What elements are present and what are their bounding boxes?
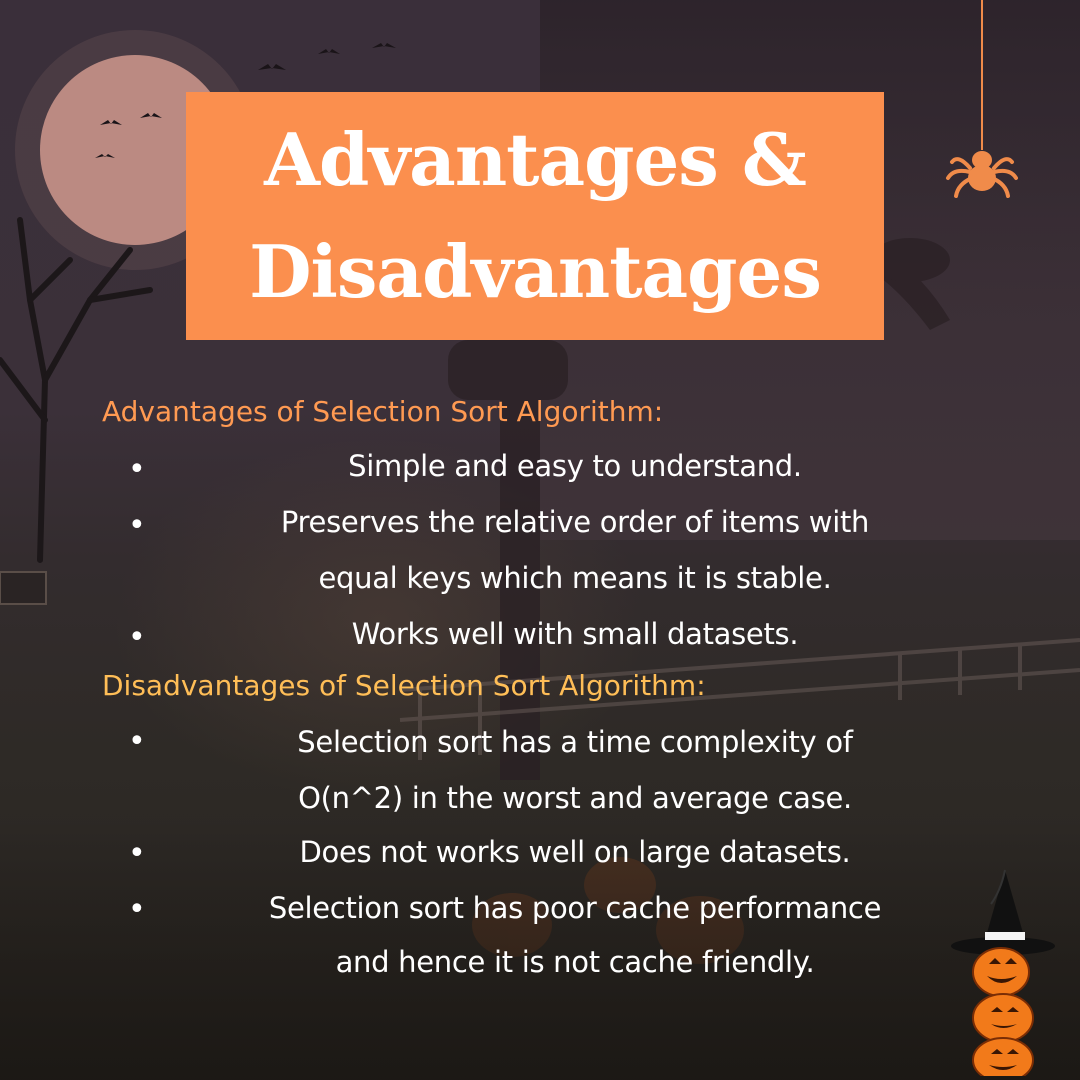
bullet-icon: • bbox=[128, 892, 146, 927]
disadvantage-item-1-line-2: O(n^2) in the worst and average case. bbox=[298, 781, 852, 815]
bullet-icon: • bbox=[128, 620, 146, 655]
title-line-2: Disadvantages bbox=[249, 229, 822, 314]
birds-icon bbox=[95, 43, 396, 158]
disadvantage-item-3-line-1: Selection sort has poor cache performanc… bbox=[268, 891, 882, 925]
sign-icon bbox=[0, 571, 47, 605]
fence-icon bbox=[399, 638, 1080, 760]
title-line-1: Advantages & bbox=[264, 117, 807, 202]
advantage-item-2-line-1: Preserves the relative order of items wi… bbox=[280, 505, 870, 539]
advantage-item-1: Simple and easy to understand. bbox=[348, 449, 802, 483]
ground-shade bbox=[0, 820, 1080, 1080]
disadvantage-item-1-line-1: Selection sort has a time complexity of bbox=[297, 725, 853, 759]
bullet-icon: • bbox=[128, 724, 146, 759]
title-box: Advantages & Disadvantages bbox=[186, 92, 884, 340]
bullet-icon: • bbox=[128, 836, 146, 871]
advantages-heading: Advantages of Selection Sort Algorithm: bbox=[102, 395, 664, 428]
spider-icon bbox=[946, 0, 1018, 198]
pumpkin-stack-witch-hat-icon bbox=[951, 869, 1055, 1076]
bullet-icon: • bbox=[128, 452, 146, 487]
advantage-item-3: Works well with small datasets. bbox=[351, 617, 799, 651]
disadvantage-item-2: Does not works well on large datasets. bbox=[299, 835, 851, 869]
tree-icon bbox=[0, 217, 153, 563]
disadvantages-heading: Disadvantages of Selection Sort Algorith… bbox=[102, 669, 706, 702]
advantage-item-2-line-2: equal keys which means it is stable. bbox=[318, 561, 832, 595]
bullet-icon: • bbox=[128, 508, 146, 543]
moon-icon bbox=[40, 55, 230, 245]
disadvantage-item-3-line-2: and hence it is not cache friendly. bbox=[335, 945, 815, 979]
